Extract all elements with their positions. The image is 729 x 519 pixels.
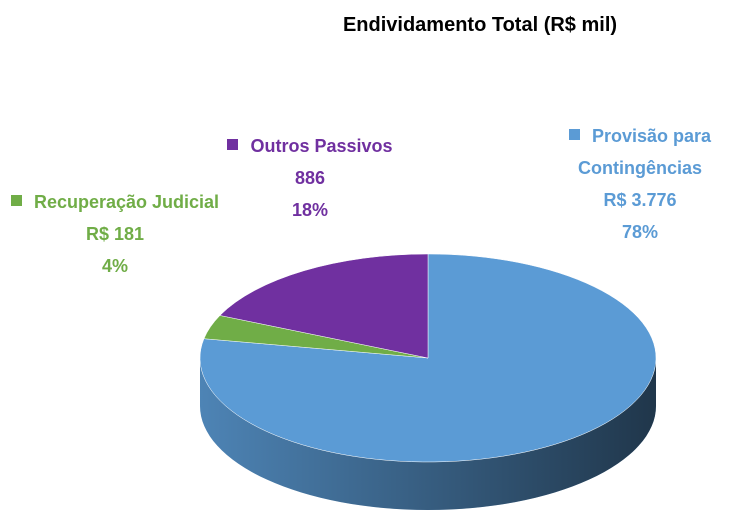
legend-swatch — [568, 129, 580, 140]
data-label: Outros Passivos 886 18% — [215, 130, 405, 226]
value-label: 886 — [294, 168, 326, 188]
chart-title: Endividamento Total (R$ mil) — [342, 14, 618, 36]
side-shade — [200, 358, 656, 510]
value-label: R$ 3.776 — [603, 190, 677, 210]
value-label: R$ 181 — [85, 224, 145, 244]
data-label: Recuperação Judicial R$ 181 4% — [10, 186, 220, 282]
category-label: Recuperação Judicial — [33, 192, 220, 212]
slice — [219, 253, 429, 359]
percent-label: 4% — [101, 256, 128, 276]
label-name-line: Outros Passivos — [215, 130, 405, 162]
legend-swatch — [10, 195, 22, 206]
percent-label: 18% — [291, 200, 329, 220]
percent-label: 78% — [621, 222, 659, 242]
label-name-line: Recuperação Judicial — [10, 186, 220, 218]
data-label: Provisão para Contingências R$ 3.776 78% — [540, 120, 729, 248]
category-label: Outros Passivos — [250, 136, 393, 156]
category-label: Provisão para Contingências — [577, 126, 712, 178]
label-name-line: Provisão para Contingências — [540, 120, 729, 184]
legend-swatch — [227, 139, 239, 150]
